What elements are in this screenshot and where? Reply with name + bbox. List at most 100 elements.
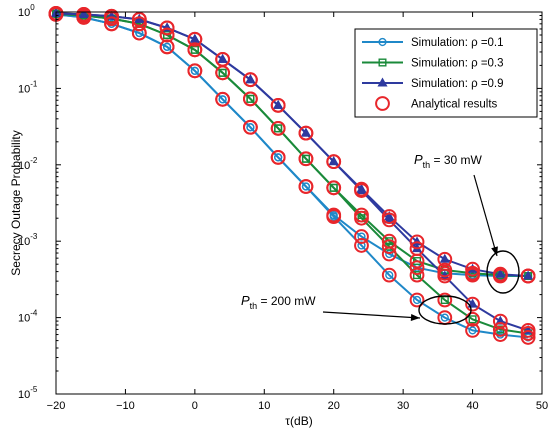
analytical-point: [187, 63, 203, 79]
analytical-point: [492, 322, 508, 337]
analytical-point: [409, 292, 425, 308]
analytical-point: [492, 266, 508, 282]
y-tick-label: 10-4: [18, 309, 38, 325]
analytical-point: [187, 31, 203, 47]
analytical-point: [159, 20, 175, 36]
data-point: [273, 99, 284, 109]
data-point: [189, 33, 200, 43]
data-point: [246, 123, 255, 132]
annotation-arrow: [473, 174, 498, 257]
analytical-point: [76, 7, 92, 22]
analytical-point: [243, 119, 258, 135]
data-point: [523, 270, 534, 280]
data-point: [495, 315, 506, 325]
annotation-arrowhead: [410, 313, 420, 321]
analytical-point: [131, 12, 147, 27]
analytical-point: [465, 311, 480, 327]
data-point: [246, 94, 255, 103]
y-tick-base: 10: [18, 160, 30, 172]
series-line: [55, 13, 529, 339]
annotation-arrowhead: [491, 246, 498, 256]
annotation-label: Pth = 200 mW: [241, 293, 316, 311]
data-point: [300, 127, 311, 137]
analytical-point: [492, 313, 508, 329]
annotation-ellipse: [418, 295, 472, 325]
analytical-point: [326, 154, 342, 170]
data-point: [274, 124, 283, 133]
y-tick-label: 100: [18, 3, 35, 19]
analytical-point: [354, 183, 369, 198]
data-point: [439, 253, 450, 263]
data-point: [385, 249, 394, 259]
data-point: [413, 271, 422, 280]
analytical-point: [215, 91, 231, 107]
x-axis-title: τ(dB): [285, 414, 312, 428]
y-tick-exponent: -1: [30, 79, 38, 88]
x-tick-label: 50: [536, 400, 548, 412]
data-point: [413, 257, 422, 266]
analytical-point: [520, 322, 536, 338]
y-tick-base: 10: [18, 389, 30, 401]
data-point: [378, 37, 387, 47]
data-point: [190, 66, 199, 75]
analytical-point: [270, 149, 286, 165]
x-tick-label: 20: [328, 400, 340, 412]
data-point: [329, 183, 338, 192]
data-point: [329, 212, 338, 221]
analytical-point: [215, 51, 231, 67]
analytical-point: [354, 238, 369, 253]
analytical-point: [354, 229, 369, 244]
analytical-point: [437, 262, 453, 278]
x-tick-label: 40: [466, 400, 478, 412]
annotation-main: P: [241, 293, 250, 308]
analytical-point: [520, 268, 536, 284]
analytical-point: [104, 16, 119, 32]
y-axis-title: Secrecy Outage Probability: [9, 130, 23, 275]
analytical-point: [298, 151, 314, 167]
legend-label: Simulation: ρ =0.9: [411, 78, 504, 90]
y-tick-exponent: -2: [30, 156, 38, 165]
y-tick-base: 10: [18, 83, 30, 95]
data-point: [328, 156, 339, 166]
plot-frame: [55, 11, 543, 395]
analytical-point: [326, 209, 342, 224]
x-tick-label: 10: [258, 400, 270, 412]
data-point: [274, 153, 283, 162]
analytical-point: [409, 234, 425, 250]
analytical-point: [270, 97, 286, 113]
analytical-point: [243, 72, 258, 88]
analytical-point: [187, 42, 203, 58]
data-point: [163, 30, 172, 39]
data-point: [245, 74, 256, 84]
analytical-point: [270, 120, 286, 136]
analytical-point: [409, 241, 425, 257]
annotation-main: P: [414, 152, 423, 167]
legend-label: Simulation: ρ =0.1: [411, 37, 504, 49]
y-tick-base: 10: [18, 7, 30, 19]
analytical-point: [437, 251, 453, 267]
x-tick-label: −20: [47, 400, 66, 412]
data-point: [78, 8, 89, 18]
data-point: [301, 154, 310, 163]
analytical-point: [298, 125, 314, 141]
x-tick-label: 30: [397, 400, 409, 412]
data-point: [468, 326, 477, 335]
annotation-label: Pth = 30 mW: [414, 152, 483, 170]
y-tick-exponent: -3: [30, 232, 38, 241]
data-point: [218, 95, 227, 104]
annotation-subscript: th: [423, 160, 431, 170]
y-tick-label: 10-5: [18, 385, 38, 401]
annotation-rest: = 200 mW: [257, 294, 316, 308]
data-point: [301, 182, 311, 191]
analytical-point: [409, 260, 425, 276]
analytical-point: [381, 239, 397, 254]
y-tick-exponent: 0: [30, 3, 35, 12]
analytical-point: [465, 296, 480, 312]
analytical-point: [465, 261, 480, 277]
x-tick-label: −10: [116, 400, 135, 412]
analytical-point: [375, 96, 390, 111]
analytical-point: [159, 27, 175, 43]
